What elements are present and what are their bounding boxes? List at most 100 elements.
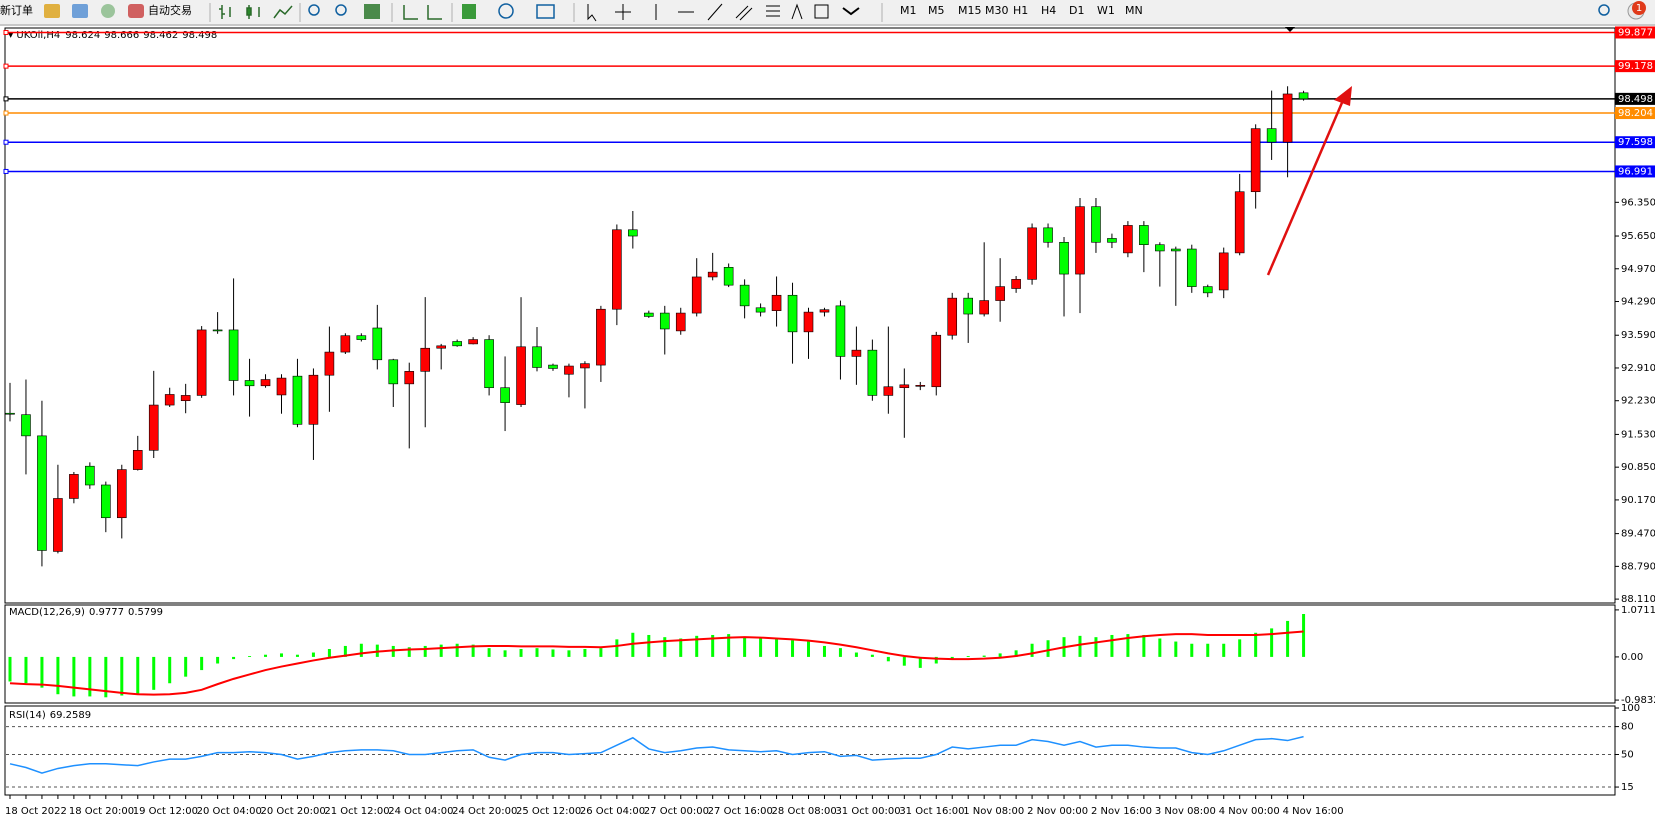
macd-name: MACD(12,26,9) (9, 607, 85, 618)
indicators-icon[interactable] (462, 4, 476, 19)
x-tick-label: 27 Oct 16:00 (708, 806, 773, 817)
timeframe-button[interactable]: M15 (958, 4, 982, 17)
new-order-button[interactable]: 新订单 (0, 3, 33, 17)
macd-bar (136, 656, 140, 695)
search-icon[interactable] (1598, 4, 1610, 16)
candle-body (292, 375, 303, 425)
templates-icon[interactable] (536, 4, 555, 19)
candle-body (196, 329, 207, 396)
macd-bar (998, 653, 1002, 657)
candle-body (1171, 248, 1181, 252)
timeframe-button[interactable]: M5 (928, 4, 945, 17)
arrows-icon[interactable] (842, 7, 860, 16)
periods-icon[interactable] (498, 3, 514, 19)
level-label: 99.877 (1618, 27, 1653, 38)
channel-icon[interactable] (735, 5, 753, 21)
zoom-out-icon[interactable] (335, 4, 347, 16)
macd-bar (1014, 650, 1018, 657)
y-tick-label: 90.170 (1621, 495, 1655, 506)
y-tick-label: 95.650 (1621, 231, 1655, 242)
candle-body (915, 385, 926, 387)
bar-chart-icon[interactable] (219, 5, 231, 19)
auto-trading-button[interactable]: 自动交易 (148, 3, 192, 17)
y-tick-label: 0.00 (1621, 652, 1643, 663)
timeframe-button[interactable]: H4 (1041, 4, 1056, 17)
candle-icon[interactable] (246, 7, 252, 16)
line-chart-icon[interactable] (273, 5, 293, 19)
candle-body (883, 386, 894, 396)
signal-value: 0.5799 (128, 607, 163, 618)
candle-body (340, 335, 351, 353)
zoom-in-icon[interactable] (308, 4, 320, 16)
timeframe-button[interactable]: W1 (1097, 4, 1115, 17)
x-tick-label: 24 Oct 20:00 (452, 806, 517, 817)
candle-body (835, 305, 846, 357)
timeframe-button[interactable]: M1 (900, 4, 917, 17)
candle-body (803, 311, 814, 333)
candle-body (1186, 248, 1197, 287)
macd-bar (1302, 614, 1306, 657)
x-tick-label: 3 Nov 08:00 (1155, 806, 1216, 817)
candle-body (1218, 252, 1229, 291)
crosshair-icon[interactable] (615, 4, 631, 20)
icon[interactable] (44, 4, 60, 18)
macd-bar (1030, 643, 1034, 657)
level-label-bg (1615, 136, 1655, 149)
macd-bar (104, 656, 108, 698)
cursor-icon[interactable] (587, 4, 597, 22)
icon[interactable] (72, 4, 88, 18)
candle-body (276, 377, 287, 396)
macd-bar (695, 635, 699, 657)
macd-bar (886, 656, 890, 662)
fibo-icon[interactable] (766, 5, 780, 17)
low-value: 98.462 (143, 30, 178, 41)
y-tick-label: 88.790 (1621, 561, 1655, 572)
timeframe-button[interactable]: H1 (1013, 4, 1028, 17)
candle-body (1250, 128, 1261, 193)
candle-body (580, 363, 590, 369)
candle-body (356, 335, 367, 340)
candle-body (548, 364, 558, 369)
candle-body (1266, 128, 1277, 143)
y-tick-label: 94.970 (1621, 264, 1655, 275)
text-icon[interactable] (791, 3, 803, 20)
candle-body (819, 309, 830, 313)
macd-bar (72, 656, 76, 697)
auto-trading-icon[interactable] (128, 4, 144, 18)
x-tick-label: 31 Oct 16:00 (899, 806, 964, 817)
timeframe-button[interactable]: M30 (985, 4, 1009, 17)
macd-bar (822, 645, 826, 657)
scroll-icon[interactable] (403, 5, 442, 20)
notification-count: 1 (1636, 3, 1642, 14)
y-tick-label: 92.230 (1621, 396, 1655, 407)
level-handle (3, 168, 9, 174)
candle-body (532, 346, 542, 368)
candle-body (739, 284, 750, 307)
candle-body (1139, 225, 1149, 245)
candle-body (516, 346, 526, 405)
tile-icon[interactable] (364, 4, 380, 19)
timeframe-button[interactable]: MN (1125, 4, 1143, 17)
macd-bar (838, 648, 842, 657)
trendline-icon[interactable] (707, 3, 723, 21)
macd-bar (439, 644, 443, 657)
y-tick-label: 88.110 (1621, 594, 1655, 605)
candle-body (212, 329, 223, 332)
macd-bar (40, 656, 44, 688)
rsi-panel (4, 705, 1616, 796)
icon[interactable] (101, 4, 115, 18)
y-tick-label: 94.290 (1621, 297, 1655, 308)
candle-body (659, 312, 670, 330)
candle-body (867, 349, 878, 396)
macd-bar (471, 644, 475, 657)
label-icon[interactable] (814, 4, 829, 19)
macd-bar (295, 654, 299, 657)
candle-body (69, 474, 79, 499)
candle-body (260, 379, 271, 387)
x-tick-label: 27 Oct 00:00 (644, 806, 709, 817)
timeframe-button[interactable]: D1 (1069, 4, 1084, 17)
level-label: 99.178 (1618, 61, 1653, 72)
macd-bar (343, 645, 347, 657)
candle-body (643, 312, 654, 317)
